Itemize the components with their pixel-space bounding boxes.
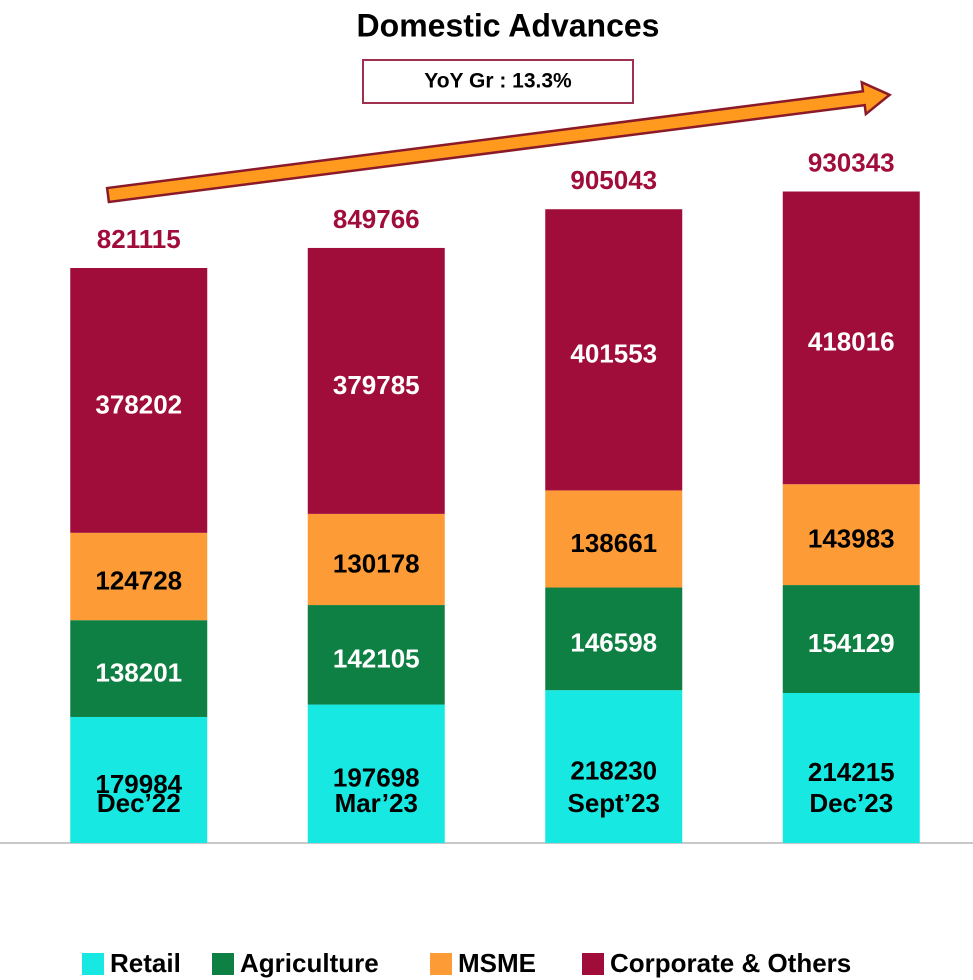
data-label: 154129 [808,628,895,658]
bar-segment [70,268,208,533]
data-label: 142105 [333,644,420,674]
x-tick-label: Dec’22 [97,788,181,818]
annotation-box [362,59,634,104]
bar-segment [782,692,920,843]
bar-segment [307,513,445,606]
total-label: 821115 [97,224,181,254]
total-label: 930343 [808,147,895,177]
annotation: YoY Gr : 13.3% [424,70,572,93]
bar-segment [545,690,683,843]
data-label: 146598 [570,628,657,658]
bar-segment [545,490,683,588]
data-label: 138201 [95,657,182,687]
data-label: 218230 [570,755,657,785]
data-label: 124728 [95,565,182,595]
bar-segment [782,585,920,693]
bar-segment [307,605,445,705]
data-label: 143983 [808,524,895,554]
data-label: 401553 [570,339,657,369]
chart-title: Domestic Advances [357,7,660,43]
total-label: 849766 [333,204,420,234]
legend-label: MSME [458,948,536,978]
x-tick-label: Mar’23 [335,788,418,818]
legend-swatch [582,953,604,975]
bar-segment [307,704,445,843]
x-tick-label: Dec’23 [809,788,893,818]
legend-label: Retail [110,948,181,978]
data-label: 138661 [570,528,657,558]
bar-segment [545,209,683,491]
data-label: 130178 [333,548,420,578]
bar-segment [782,191,920,485]
x-tick-label: Sept’23 [568,788,661,818]
bar-segment [70,620,208,717]
legend-swatch [430,953,452,975]
data-label: 214215 [808,757,895,787]
data-label: 197698 [333,763,420,793]
bar-segment [545,587,683,691]
legend-swatch [212,953,234,975]
growth-arrow [105,80,892,204]
bar-segment [70,716,208,843]
data-label: 378202 [95,389,182,419]
data-label: 179984 [95,769,182,799]
bar-segment [782,484,920,586]
total-label: 905043 [570,165,657,195]
data-label: 418016 [808,327,895,357]
bar-segment [70,532,208,621]
bar-segment [307,247,445,514]
legend-label: Corporate & Others [610,948,851,978]
legend-label: Agriculture [240,948,379,978]
legend-swatch [82,953,104,975]
data-label: 379785 [333,370,420,400]
